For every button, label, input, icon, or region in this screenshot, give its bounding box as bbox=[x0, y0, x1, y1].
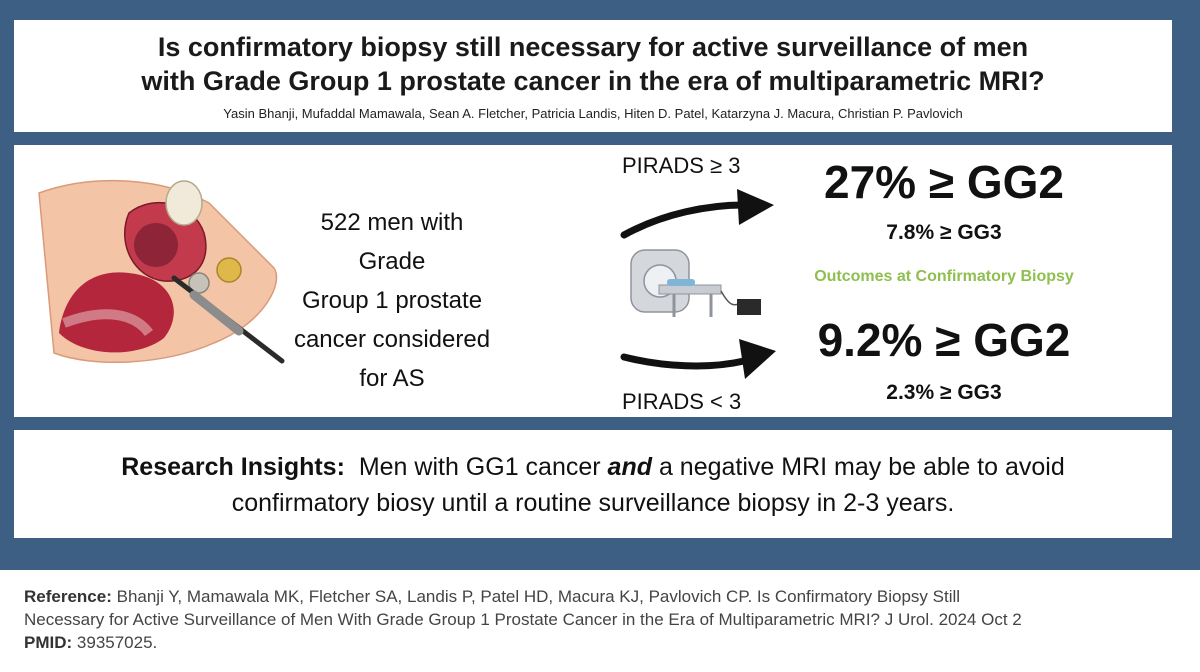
insight-text-after: a negative MRI may be able to avoid bbox=[658, 453, 1065, 481]
pirads-low-gg2-outcome: 9.2% ≥ GG2 bbox=[817, 314, 1071, 366]
reference-pmid: PMID: 39357025. bbox=[24, 631, 1184, 654]
reference: Reference: Bhanji Y, Mamawala MK, Fletch… bbox=[24, 585, 1184, 654]
title-line-2: with Grade Group 1 prostate cancer in th… bbox=[141, 66, 1045, 96]
insight-panel: Research Insights: Men with GG1 cancer a… bbox=[14, 430, 1172, 538]
title-panel: Is confirmatory biopsy still necessary f… bbox=[14, 20, 1172, 132]
cohort-line-2: Group 1 prostate bbox=[301, 287, 483, 314]
insight-line-1: Research Insights: Men with GG1 cancer a… bbox=[34, 449, 1152, 485]
pirads-high-gg2-outcome: 27% ≥ GG2 bbox=[823, 156, 1065, 208]
pmid-label: PMID: bbox=[24, 633, 73, 652]
cohort-description: 522 men with Grade Group 1 prostate canc… bbox=[292, 203, 492, 398]
anatomy-illustration-icon bbox=[38, 179, 285, 364]
reference-line-2: Necessary for Active Surveillance of Men… bbox=[24, 610, 1022, 629]
insight-line-2: confirmatory biosy until a routine surve… bbox=[231, 489, 955, 517]
pirads-low-gg3-outcome: 2.3% ≥ GG3 bbox=[886, 381, 1002, 404]
arrow-up-icon bbox=[620, 189, 774, 239]
pirads-low-label: PIRADS < 3 bbox=[622, 389, 742, 414]
authors: Yasin Bhanji, Mufaddal Mamawala, Sean A.… bbox=[223, 106, 963, 121]
reference-label: Reference: bbox=[24, 587, 112, 606]
pmid-value: 39357025. bbox=[76, 633, 158, 652]
mri-scanner-icon bbox=[630, 249, 761, 317]
pirads-high-gg3-outcome: 7.8% ≥ GG3 bbox=[886, 221, 1002, 244]
cohort-line-1: 522 men with Grade bbox=[320, 209, 464, 275]
cohort-line-4: for AS bbox=[359, 365, 425, 392]
insight-emphasis: and bbox=[607, 453, 652, 481]
pirads-high-label: PIRADS ≥ 3 bbox=[622, 153, 741, 178]
outcomes-label: Outcomes at Confirmatory Biopsy bbox=[814, 268, 1074, 285]
arrow-down-icon bbox=[620, 339, 776, 379]
title-line-1: Is confirmatory biopsy still necessary f… bbox=[157, 32, 1029, 62]
insight-label: Research Insights: bbox=[121, 453, 345, 481]
cohort-line-3: cancer considered bbox=[293, 326, 491, 353]
reference-line-1: Reference: Bhanji Y, Mamawala MK, Fletch… bbox=[24, 585, 1184, 608]
insight-text-before: Men with GG1 cancer bbox=[358, 453, 601, 481]
research-insight: Research Insights: Men with GG1 cancer a… bbox=[34, 449, 1152, 521]
main-panel: 522 men with Grade Group 1 prostate canc… bbox=[14, 145, 1172, 417]
page-title: Is confirmatory biopsy still necessary f… bbox=[14, 30, 1172, 98]
reference-text-1: Bhanji Y, Mamawala MK, Fletcher SA, Land… bbox=[116, 587, 961, 606]
